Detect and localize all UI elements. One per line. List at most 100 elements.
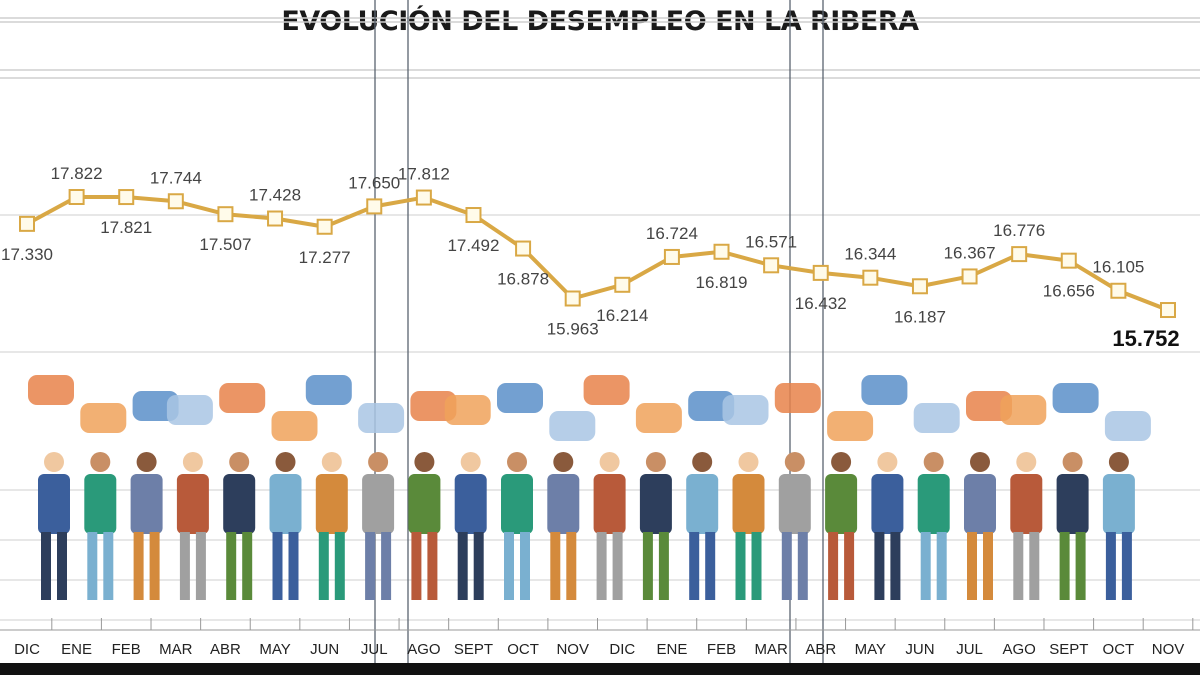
data-label: 16.571 [745,232,797,251]
x-tick-label: DIC [14,641,40,658]
x-tick-label: ABR [210,641,241,658]
data-point [862,269,879,286]
person-leg [705,532,716,600]
person-head [877,452,898,472]
x-tick-label: MAY [855,641,886,658]
data-point [1060,252,1077,269]
data-label: 17.330 [1,245,53,264]
person-leg [797,532,808,600]
x-tick-label: JUN [310,641,339,658]
data-point [465,207,482,224]
data-label: 17.822 [51,164,103,183]
person-body [825,474,858,534]
person-leg [1013,532,1024,600]
person-leg [473,532,484,600]
person-leg [642,532,653,600]
speech-bubble [549,411,596,441]
x-tick-label: NOV [1152,641,1185,658]
person-leg [1105,532,1116,600]
person-head [553,452,574,472]
person-leg [411,532,422,600]
data-point [564,290,581,307]
person-head [182,452,203,472]
speech-bubble [827,411,874,441]
person-leg [689,532,700,600]
x-tick-label: MAR [159,641,193,658]
speech-bubble [635,403,682,433]
speech-bubble [80,403,127,433]
data-point [812,264,829,281]
series-line [26,195,1169,312]
data-label: 17.812 [398,165,450,184]
data-label: 17.821 [100,218,152,237]
data-point [515,240,532,257]
data-label: 16.367 [944,243,996,262]
person-leg [242,532,253,600]
person-leg [179,532,190,600]
person-leg [983,532,993,600]
speech-bubble [722,395,769,425]
x-tick-label: DIC [609,641,635,658]
person-body [38,474,70,534]
person-leg [735,532,746,600]
data-label: 16.724 [646,224,698,243]
person-body [639,474,672,534]
data-point [267,210,284,227]
data-point [217,206,234,223]
person-head [321,452,342,472]
x-tick-label: FEB [112,641,141,658]
speech-bubble [913,403,960,433]
x-tick-label: FEB [707,641,736,658]
person-body [84,474,117,534]
speech-bubble [358,403,405,433]
person-body [917,474,950,534]
person-leg [41,532,51,600]
person-body [130,474,163,534]
person-head [692,452,713,472]
person-body [547,474,580,534]
data-label: 15.752 [1112,326,1179,351]
data-point [19,215,35,232]
data-label: 16.344 [844,245,896,264]
person-body [964,474,996,534]
person-leg [318,532,329,600]
data-label: 16.656 [1043,282,1095,301]
person-leg [504,532,514,600]
person-body [269,474,302,534]
person-body [871,474,904,534]
data-point [415,189,432,206]
person-leg [751,532,762,600]
person-leg [149,532,160,600]
person-head [1062,452,1083,472]
person-leg [844,532,855,600]
data-label: 16.776 [993,221,1045,240]
x-tick-label: OCT [507,641,539,658]
data-point [167,193,184,210]
person-leg [890,532,901,600]
data-point [118,189,135,206]
person-leg [288,532,299,600]
person-leg [781,532,792,600]
person-leg [566,532,577,600]
speech-bubble [861,375,908,405]
person-head [784,452,805,472]
x-tick-label: MAY [259,641,290,658]
person-leg [828,532,839,600]
person-body [176,474,209,534]
x-tick-label: JUL [956,641,983,658]
x-tick-label: AGO [407,641,440,658]
data-label: 17.277 [299,248,351,267]
speech-bubble [1104,411,1151,441]
person-body [778,474,811,534]
person-head [599,452,620,472]
person-leg [427,532,438,600]
x-tick-label: JUL [361,641,388,658]
speech-bubble [1000,395,1047,425]
data-point [713,243,730,260]
person-body [223,474,256,534]
x-tick-label: SEPT [1049,641,1088,658]
person-leg [365,532,376,600]
speech-bubble [166,395,213,425]
person-leg [874,532,885,600]
